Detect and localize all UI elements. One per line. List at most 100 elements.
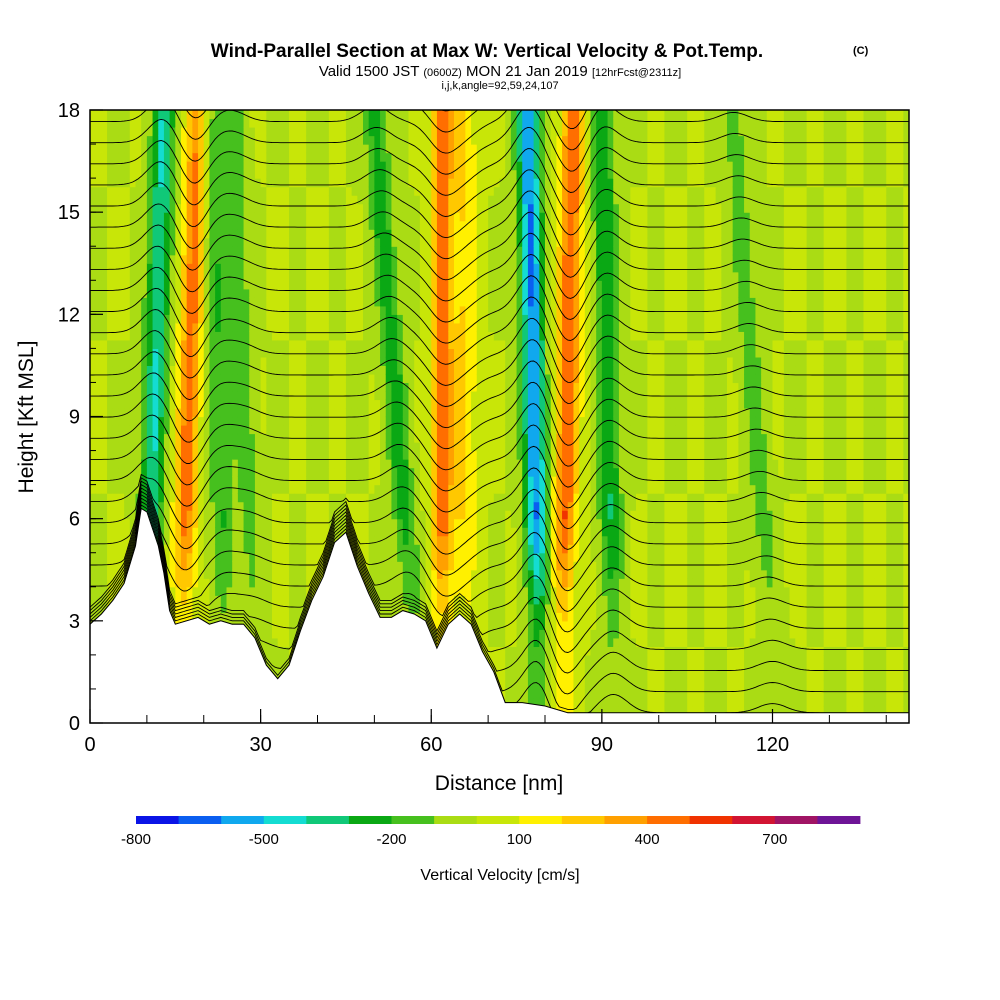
velocity-cell xyxy=(266,237,273,247)
velocity-cell xyxy=(254,501,262,511)
velocity-cell xyxy=(112,382,120,392)
velocity-cell xyxy=(203,144,211,154)
velocity-cell xyxy=(107,484,114,494)
velocity-cell xyxy=(414,365,421,375)
velocity-cell xyxy=(425,425,432,435)
velocity-cell xyxy=(237,510,245,520)
velocity-cell xyxy=(95,339,102,349)
velocity-cell xyxy=(397,161,404,171)
velocity-cell xyxy=(146,467,154,477)
velocity-cell xyxy=(448,595,455,605)
velocity-cell xyxy=(249,220,256,230)
velocity-cell xyxy=(266,620,273,630)
velocity-cell xyxy=(340,365,347,375)
velocity-cell xyxy=(323,450,330,460)
velocity-cell xyxy=(101,161,108,171)
velocity-cell xyxy=(260,373,267,384)
velocity-cell xyxy=(260,322,267,332)
velocity-cell xyxy=(254,220,262,230)
velocity-cell xyxy=(260,237,267,247)
velocity-cell xyxy=(95,501,102,511)
velocity-cell xyxy=(209,442,216,452)
velocity-cell xyxy=(243,433,250,443)
velocity-cell xyxy=(203,484,211,494)
velocity-cell xyxy=(442,365,449,375)
velocity-cell xyxy=(431,203,438,213)
velocity-cell xyxy=(95,220,102,230)
velocity-cell xyxy=(181,339,188,349)
velocity-cell xyxy=(289,425,296,435)
velocity-cell xyxy=(323,186,330,196)
velocity-cell xyxy=(237,390,245,401)
velocity-cell xyxy=(442,501,449,511)
velocity-cell xyxy=(425,263,432,273)
velocity-cell xyxy=(254,212,262,222)
velocity-cell xyxy=(334,229,341,239)
velocity-cell xyxy=(266,229,273,239)
velocity-cell xyxy=(186,442,193,452)
velocity-cell xyxy=(243,288,250,298)
velocity-cell xyxy=(209,144,216,154)
velocity-cell xyxy=(237,373,245,384)
velocity-cell xyxy=(391,390,398,401)
velocity-cell xyxy=(385,314,393,324)
velocity-cell xyxy=(260,544,267,554)
velocity-cell xyxy=(448,127,455,137)
velocity-cell xyxy=(414,373,421,384)
velocity-cell xyxy=(351,280,358,290)
velocity-cell xyxy=(323,331,330,341)
velocity-cell xyxy=(272,305,279,315)
velocity-cell xyxy=(232,365,239,375)
velocity-cell xyxy=(254,518,262,528)
velocity-cell xyxy=(425,476,432,486)
velocity-cell xyxy=(425,442,432,452)
velocity-cell xyxy=(334,339,341,349)
velocity-cell xyxy=(192,518,199,528)
velocity-cell xyxy=(465,425,472,435)
velocity-cell xyxy=(90,263,97,273)
velocity-cell xyxy=(158,501,165,511)
velocity-cell xyxy=(192,356,199,367)
velocity-cell xyxy=(306,135,313,145)
velocity-cell xyxy=(243,203,250,213)
velocity-cell xyxy=(300,271,307,281)
velocity-cell xyxy=(391,348,398,358)
velocity-cell xyxy=(402,271,410,281)
velocity-cell xyxy=(95,442,102,452)
velocity-cell xyxy=(459,144,466,154)
velocity-cell xyxy=(419,612,427,622)
velocity-cell xyxy=(101,518,108,528)
velocity-cell xyxy=(129,501,137,511)
velocity-cell xyxy=(220,127,228,137)
velocity-cell xyxy=(226,373,233,384)
velocity-cell xyxy=(300,314,307,324)
velocity-cell xyxy=(476,127,484,137)
velocity-cell xyxy=(215,271,222,281)
velocity-cell xyxy=(181,407,188,418)
velocity-cell xyxy=(277,356,284,367)
velocity-cell xyxy=(425,246,432,256)
velocity-cell xyxy=(232,220,239,230)
velocity-cell xyxy=(448,169,455,179)
velocity-cell xyxy=(363,535,370,545)
velocity-cell xyxy=(323,263,330,273)
velocity-cell xyxy=(397,322,404,332)
velocity-cell xyxy=(448,510,455,520)
velocity-cell xyxy=(112,110,120,120)
velocity-cell xyxy=(471,569,478,579)
velocity-cell xyxy=(459,254,466,264)
velocity-cell xyxy=(397,510,404,520)
velocity-cell xyxy=(385,220,393,230)
velocity-cell xyxy=(476,186,484,196)
velocity-cell xyxy=(203,195,211,205)
velocity-cell xyxy=(323,135,330,145)
velocity-cell xyxy=(266,271,273,281)
velocity-cell xyxy=(209,484,216,494)
velocity-cell xyxy=(237,110,245,120)
velocity-cell xyxy=(209,212,216,222)
velocity-cell xyxy=(277,186,284,196)
velocity-cell xyxy=(317,246,324,256)
velocity-cell xyxy=(442,595,449,605)
velocity-cell xyxy=(368,178,375,188)
velocity-cell xyxy=(209,195,216,205)
